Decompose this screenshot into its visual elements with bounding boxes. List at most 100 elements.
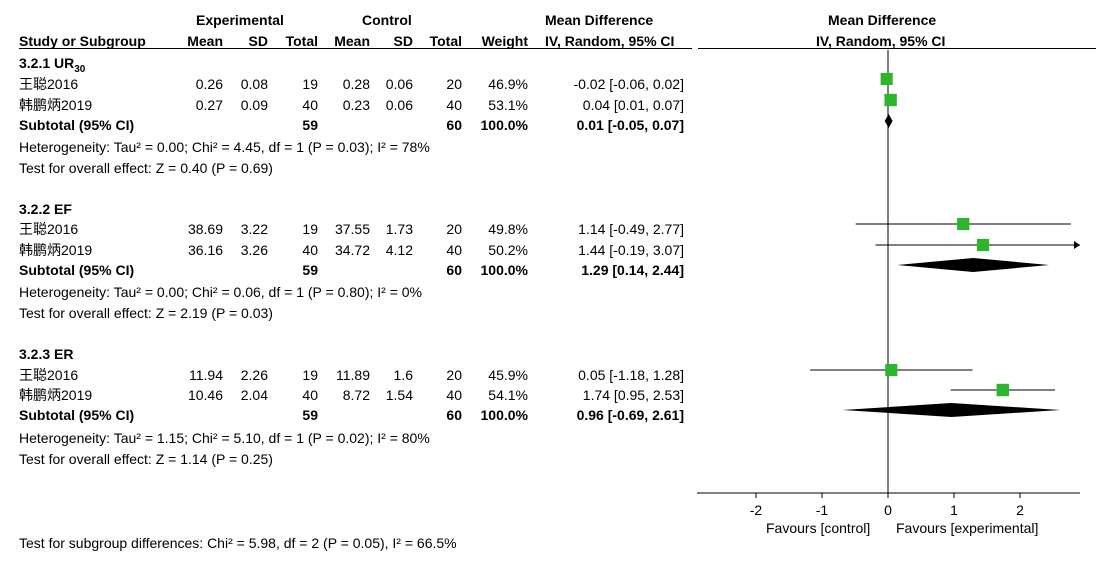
col-exp-sd: SD <box>248 33 268 49</box>
favours-control-label: Favours [control] <box>766 520 871 536</box>
study-ci: 0.05 [-1.18, 1.28] <box>578 367 684 383</box>
study-name: 王聪2016 <box>19 221 79 237</box>
exp-mean: 36.16 <box>187 242 223 258</box>
col-ctl-sd: SD <box>393 33 413 49</box>
study-name: 韩鹏炳2019 <box>19 97 93 113</box>
subgroup-differences-text: Test for subgroup differences: Chi² = 5.… <box>19 535 457 551</box>
col-ci: IV, Random, 95% CI <box>545 33 675 49</box>
ctl-mean: 8.72 <box>342 387 370 403</box>
exp-mean: 10.46 <box>187 387 223 403</box>
col-weight: Weight <box>481 33 528 49</box>
study-name: 王聪2016 <box>19 367 79 383</box>
favours-experimental-label: Favours [experimental] <box>896 520 1039 536</box>
x-tick-label: -1 <box>816 502 829 518</box>
subgroup-title: 3.2.3 ER <box>19 346 74 362</box>
subtotal-exp-total: 59 <box>302 117 318 133</box>
pooled-diamond <box>897 258 1050 272</box>
subgroup-title: 3.2.2 EF <box>19 201 72 217</box>
ctl-sd: 0.06 <box>385 76 413 92</box>
subtotal-exp-total: 59 <box>302 262 318 278</box>
heterogeneity-text: Heterogeneity: Tau² = 0.00; Chi² = 4.45,… <box>19 139 430 155</box>
x-tick-label: 1 <box>950 502 958 518</box>
exp-mean: 0.27 <box>195 97 223 113</box>
exp-mean: 11.94 <box>189 367 223 383</box>
ctl-sd: 0.06 <box>385 97 413 113</box>
exp-total: 40 <box>302 97 318 113</box>
study-weight: 46.9% <box>488 76 528 92</box>
study-marker <box>880 72 893 86</box>
col-ctl-total: Total <box>429 33 462 49</box>
exp-total: 40 <box>302 242 318 258</box>
subtotal-ctl-total: 60 <box>446 262 462 278</box>
study-ci: -0.02 [-0.06, 0.02] <box>573 76 684 92</box>
ctl-sd: 1.54 <box>385 387 413 403</box>
plot-header-rule <box>698 48 1096 49</box>
ctl-sd: 4.12 <box>385 242 413 258</box>
exp-sd: 0.09 <box>240 97 268 113</box>
study-weight: 49.8% <box>488 221 528 237</box>
study-weight: 50.2% <box>488 242 528 258</box>
exp-sd: 2.04 <box>240 387 268 403</box>
exp-total: 40 <box>302 387 318 403</box>
study-marker <box>976 238 990 252</box>
ctl-sd: 1.6 <box>393 367 413 383</box>
exp-mean: 0.26 <box>195 76 223 92</box>
exp-total: 19 <box>302 76 318 92</box>
ctl-mean: 37.55 <box>334 221 370 237</box>
subtotal-ci: 1.29 [0.14, 2.44] <box>581 262 684 278</box>
ctl-total: 40 <box>446 97 462 113</box>
subtotal-weight: 100.0% <box>480 262 528 278</box>
study-marker <box>884 93 897 107</box>
ci-arrow <box>1074 241 1080 249</box>
heterogeneity-text: Heterogeneity: Tau² = 1.15; Chi² = 5.10,… <box>19 430 430 446</box>
header-mean-difference: Mean Difference <box>545 12 654 28</box>
study-marker <box>885 363 898 377</box>
exp-sd: 0.08 <box>240 76 268 92</box>
exp-total: 19 <box>302 367 318 383</box>
exp-sd: 2.26 <box>240 367 268 383</box>
heterogeneity-text: Heterogeneity: Tau² = 0.00; Chi² = 0.06,… <box>19 284 422 300</box>
subtotal-ci: 0.01 [-0.05, 0.07] <box>576 117 684 133</box>
study-weight: 53.1% <box>488 97 528 113</box>
subtotal-weight: 100.0% <box>480 117 528 133</box>
subtotal-ci: 0.96 [-0.69, 2.61] <box>576 407 684 423</box>
study-ci: 0.04 [0.01, 0.07] <box>582 97 684 113</box>
col-ctl-mean: Mean <box>334 33 370 49</box>
subtotal-label: Subtotal (95% CI) <box>19 407 135 423</box>
col-exp-mean: Mean <box>187 33 223 49</box>
ctl-total: 20 <box>446 367 462 383</box>
study-weight: 54.1% <box>488 387 528 403</box>
overall-effect-text: Test for overall effect: Z = 2.19 (P = 0… <box>19 305 273 321</box>
subtotal-exp-total: 59 <box>302 407 318 423</box>
study-ci: 1.14 [-0.49, 2.77] <box>578 221 684 237</box>
x-tick-label: 2 <box>1016 502 1024 518</box>
subtotal-label: Subtotal (95% CI) <box>19 117 135 133</box>
plot-title: Mean Difference <box>828 12 937 28</box>
exp-sd: 3.22 <box>240 221 268 237</box>
subtotal-weight: 100.0% <box>480 407 528 423</box>
study-marker <box>996 383 1010 397</box>
header-experimental: Experimental <box>196 12 284 28</box>
ctl-mean: 34.72 <box>334 242 370 258</box>
ctl-total: 20 <box>446 221 462 237</box>
pooled-diamond <box>842 403 1061 417</box>
col-exp-total: Total <box>285 33 318 49</box>
study-ci: 1.44 [-0.19, 3.07] <box>578 242 684 258</box>
ctl-total: 40 <box>446 242 462 258</box>
ctl-total: 20 <box>446 76 462 92</box>
exp-mean: 38.69 <box>187 221 223 237</box>
x-tick-label: 0 <box>884 502 892 518</box>
subgroup-title: 3.2.1 UR30 <box>19 55 86 75</box>
study-name: 王聪2016 <box>19 76 79 92</box>
subtotal-label: Subtotal (95% CI) <box>19 262 135 278</box>
subtotal-ctl-total: 60 <box>446 117 462 133</box>
study-weight: 45.9% <box>488 367 528 383</box>
ctl-total: 40 <box>446 387 462 403</box>
exp-sd: 3.26 <box>240 242 268 258</box>
table-header-rule <box>19 48 692 49</box>
study-marker <box>957 217 970 231</box>
header-control: Control <box>362 12 412 28</box>
ctl-mean: 11.89 <box>336 367 370 383</box>
ctl-sd: 1.73 <box>385 221 413 237</box>
